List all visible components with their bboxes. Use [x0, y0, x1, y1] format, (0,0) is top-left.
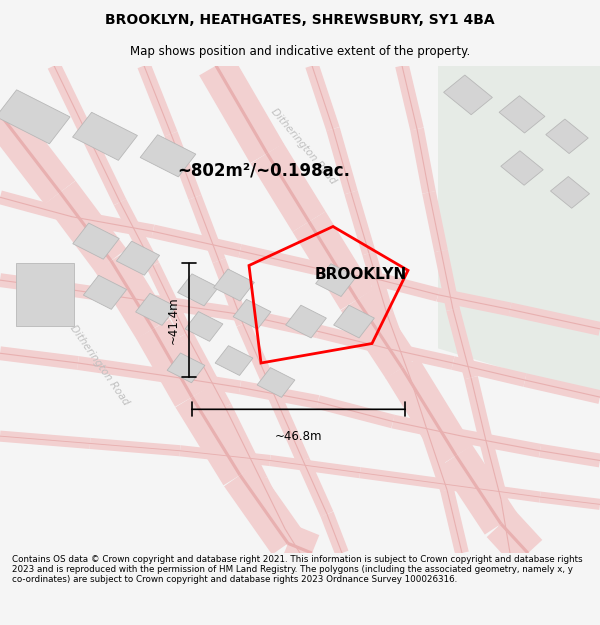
- Text: BROOKLYN, HEATHGATES, SHREWSBURY, SY1 4BA: BROOKLYN, HEATHGATES, SHREWSBURY, SY1 4B…: [105, 13, 495, 27]
- Polygon shape: [499, 96, 545, 133]
- Text: Map shows position and indicative extent of the property.: Map shows position and indicative extent…: [130, 44, 470, 58]
- Polygon shape: [167, 353, 205, 382]
- Polygon shape: [233, 299, 271, 329]
- Text: ~802m²/~0.198ac.: ~802m²/~0.198ac.: [178, 161, 350, 179]
- Polygon shape: [438, 66, 600, 397]
- Text: BROOKLYN: BROOKLYN: [314, 267, 407, 282]
- Polygon shape: [136, 293, 176, 326]
- Polygon shape: [501, 151, 543, 185]
- Polygon shape: [73, 112, 137, 161]
- Polygon shape: [286, 305, 326, 338]
- Text: Ditherington Road: Ditherington Road: [68, 324, 130, 408]
- Polygon shape: [316, 264, 356, 296]
- Polygon shape: [0, 90, 70, 144]
- Polygon shape: [257, 368, 295, 398]
- Polygon shape: [116, 241, 160, 275]
- Text: ~41.4m: ~41.4m: [167, 296, 180, 344]
- Polygon shape: [214, 269, 254, 301]
- Polygon shape: [140, 135, 196, 177]
- Text: Ditherington Road: Ditherington Road: [269, 106, 337, 186]
- Polygon shape: [334, 305, 374, 338]
- Text: ~46.8m: ~46.8m: [275, 430, 322, 442]
- Polygon shape: [16, 263, 74, 326]
- Polygon shape: [178, 274, 218, 306]
- Text: Contains OS data © Crown copyright and database right 2021. This information is : Contains OS data © Crown copyright and d…: [12, 554, 583, 584]
- Polygon shape: [73, 223, 119, 259]
- Polygon shape: [215, 346, 253, 376]
- Polygon shape: [443, 75, 493, 115]
- Polygon shape: [83, 275, 127, 309]
- Polygon shape: [546, 119, 588, 154]
- Polygon shape: [550, 176, 590, 208]
- Polygon shape: [185, 311, 223, 341]
